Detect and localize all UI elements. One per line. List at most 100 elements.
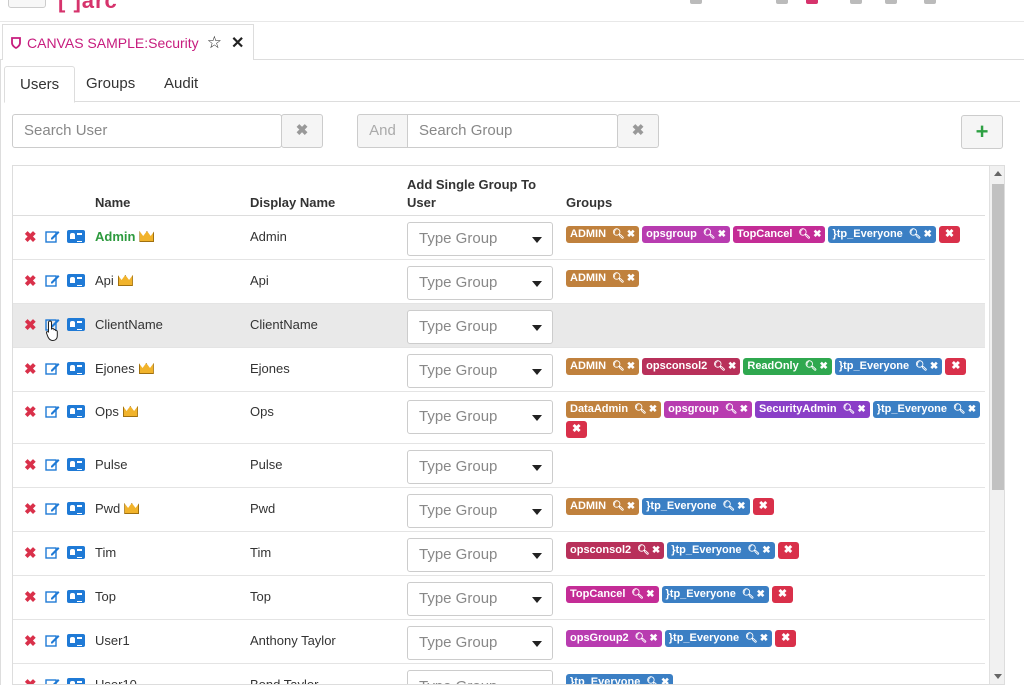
header-icon[interactable] [885,0,897,4]
delete-icon[interactable]: ✖ [24,273,37,290]
search-icon[interactable]: 🔍︎ [702,229,716,240]
table-row[interactable]: ✖ User10 Bond Taylor Type Group}tp_Everyone… [13,664,985,685]
add-group-select[interactable]: Type Group [407,582,553,616]
add-group-select[interactable]: Type Group [407,670,553,684]
add-group-select[interactable]: Type Group [407,494,553,528]
add-group-select[interactable]: Type Group [407,538,553,572]
search-icon[interactable]: 🔍︎ [634,404,647,415]
remove-all-groups-button[interactable]: ✖ [777,542,799,559]
remove-all-groups-button[interactable]: ✖ [775,630,797,647]
search-icon[interactable]: 🔍︎ [798,229,812,240]
remove-icon[interactable]: ✖ [762,545,771,556]
add-group-select[interactable]: Type Group [407,626,553,660]
search-user-input[interactable]: Search User [12,114,282,148]
table-row[interactable]: ✖ ClientName ClientName Type Group [13,304,985,348]
search-icon[interactable]: 🔍︎ [915,361,928,372]
add-group-select[interactable]: Type Group [407,450,553,484]
star-icon[interactable]: ☆ [206,32,222,52]
search-icon[interactable]: 🔍︎ [747,545,761,556]
edit-icon[interactable] [45,457,60,472]
tab-users[interactable]: Users [4,66,76,103]
remove-icon[interactable]: ✖ [756,589,765,600]
search-icon[interactable]: 🔍︎ [612,229,625,240]
delete-icon[interactable]: ✖ [24,361,37,378]
search-icon[interactable]: 🔍︎ [612,361,625,372]
tab-groups[interactable]: Groups [86,75,136,92]
search-icon[interactable]: 🔍︎ [646,677,660,685]
clear-group-search-button[interactable]: ✖ [617,114,659,148]
edit-icon[interactable] [45,404,60,419]
table-row[interactable]: ✖ Tim Tim Type Group opsconsol2 🔍︎ ✖}tp_Everyo… [13,532,985,576]
vertical-scrollbar[interactable] [989,166,1004,684]
add-group-select[interactable]: Type Group [407,266,553,300]
delete-icon[interactable]: ✖ [24,404,37,421]
search-icon[interactable]: 🔍︎ [713,361,726,372]
user-card-icon[interactable] [67,318,85,331]
delete-icon[interactable]: ✖ [24,676,37,684]
edit-icon[interactable] [45,545,60,560]
remove-icon[interactable]: ✖ [626,273,636,284]
remove-all-groups-button[interactable]: ✖ [945,358,967,375]
user-card-icon[interactable] [67,678,85,684]
user-card-icon[interactable] [67,546,85,559]
search-icon[interactable]: 🔍︎ [612,501,625,512]
remove-icon[interactable]: ✖ [626,501,636,512]
delete-icon[interactable]: ✖ [24,501,37,518]
table-row[interactable]: ✖ Ejones Ejones Type Group ADMIN 🔍︎ ✖ opsconsol… [13,348,985,392]
remove-icon[interactable]: ✖ [967,404,977,415]
remove-icon[interactable]: ✖ [857,404,866,415]
remove-icon[interactable]: ✖ [626,229,636,240]
user-card-icon[interactable] [67,405,85,418]
remove-all-groups-button[interactable]: ✖ [752,498,774,515]
search-icon[interactable]: 🔍︎ [722,501,736,512]
remove-icon[interactable]: ✖ [737,501,746,512]
table-row[interactable]: ✖ Pwd Pwd Type Group ADMIN 🔍︎ ✖}tp_Everyone 🔍︎ ✖… [13,488,985,532]
tab-audit[interactable]: Audit [164,75,199,92]
search-icon[interactable]: 🔍︎ [724,404,738,415]
add-group-select[interactable]: Type Group [407,310,553,344]
user-card-icon[interactable] [67,590,85,603]
remove-icon[interactable]: ✖ [717,229,726,240]
header-icon[interactable] [690,0,702,4]
header-icon[interactable] [924,0,936,4]
remove-all-groups-button[interactable]: ✖ [771,586,794,603]
document-tab[interactable]: CANVAS SAMPLE:Security ☆ ✕ [2,24,254,60]
delete-icon[interactable]: ✖ [24,317,37,334]
table-row[interactable]: ✖ Ops Ops Type Group DataAdmin 🔍︎ ✖ opsgroup 🔍︎ ✖… [13,392,985,444]
delete-icon[interactable]: ✖ [24,589,37,606]
search-icon[interactable]: 🔍︎ [741,589,755,600]
table-row[interactable]: ✖ Pulse Pulse Type Group [13,444,985,488]
header-icon[interactable] [850,0,862,4]
search-icon[interactable]: 🔍︎ [804,361,818,372]
header-icon[interactable] [776,0,788,4]
search-icon[interactable]: 🔍︎ [842,404,856,415]
table-row[interactable]: ✖ Admin Admin Type Group ADMIN 🔍︎ ✖ opsgroup 🔍︎ ✖… [13,216,985,260]
remove-icon[interactable]: ✖ [739,404,748,415]
add-group-select[interactable]: Type Group [407,400,553,434]
scroll-down-icon[interactable] [994,674,1002,679]
user-card-icon[interactable] [67,458,85,471]
edit-icon[interactable] [45,589,60,604]
table-row[interactable]: ✖ User1 Anthony Taylor Type Group opsGroup2 🔍… [13,620,985,664]
table-row[interactable]: ✖ Api Api Type Group ADMIN 🔍︎ ✖ [13,260,985,304]
user-card-icon[interactable] [67,230,85,243]
scrollbar-thumb[interactable] [992,184,1004,490]
delete-icon[interactable]: ✖ [24,633,37,650]
column-name[interactable]: Name [95,195,131,210]
delete-icon[interactable]: ✖ [24,545,37,562]
search-icon[interactable]: 🔍︎ [908,229,922,240]
close-icon[interactable]: ✕ [230,34,245,52]
remove-icon[interactable]: ✖ [929,361,939,372]
edit-icon[interactable] [45,361,60,376]
add-group-select[interactable]: Type Group [407,222,553,256]
edit-icon[interactable] [45,633,60,648]
remove-icon[interactable]: ✖ [648,404,658,415]
remove-icon[interactable]: ✖ [819,361,828,372]
user-card-icon[interactable] [67,502,85,515]
column-display-name[interactable]: Display Name [250,195,336,210]
edit-icon[interactable] [45,677,60,685]
search-icon[interactable]: 🔍︎ [612,273,625,284]
delete-icon[interactable]: ✖ [24,457,37,474]
search-icon[interactable]: 🔍︎ [637,545,650,556]
remove-icon[interactable]: ✖ [813,229,822,240]
